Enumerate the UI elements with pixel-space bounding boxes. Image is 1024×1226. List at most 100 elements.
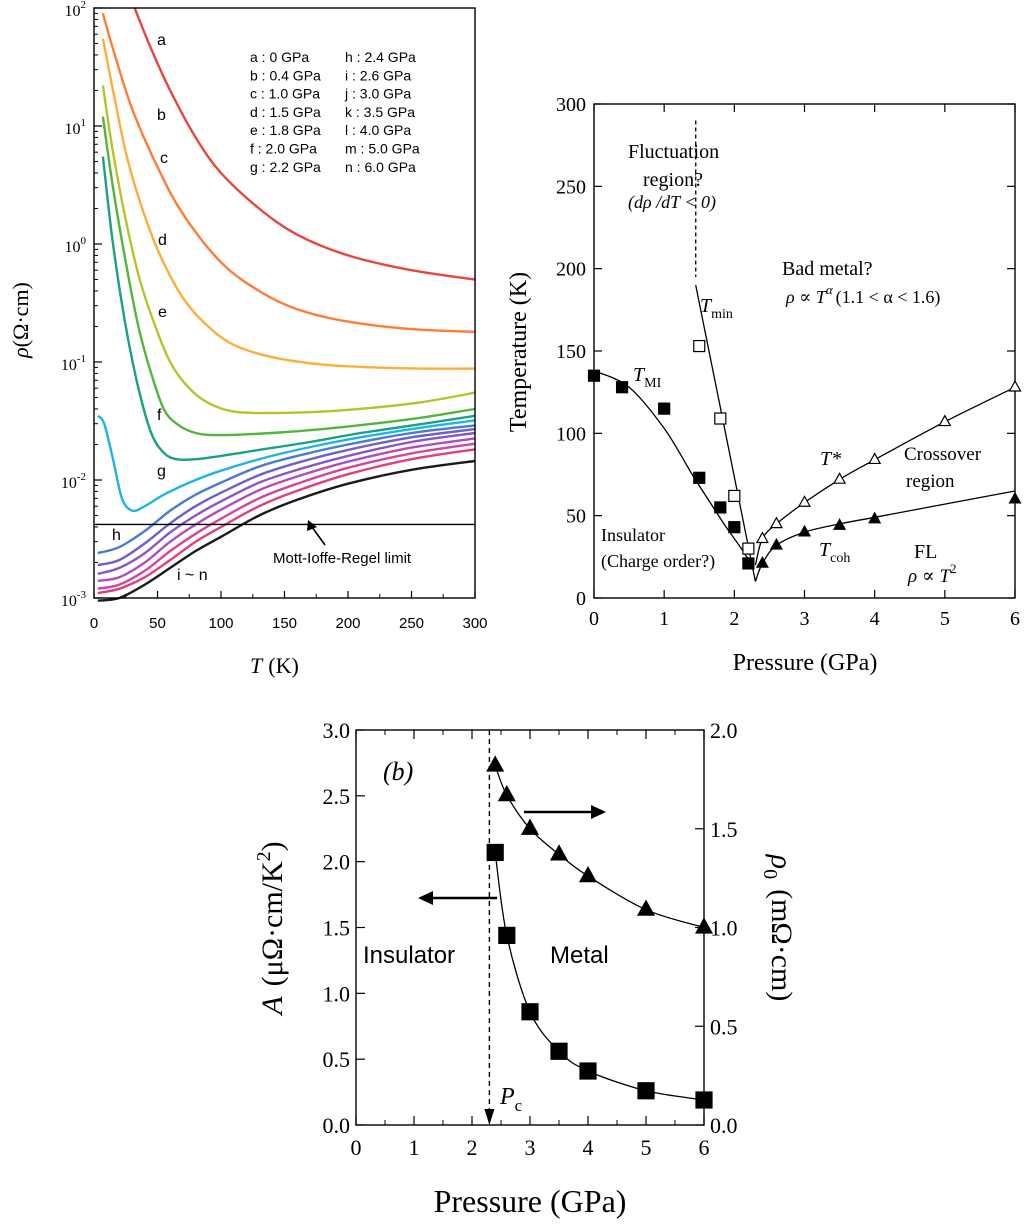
tcoh-var: T [819,539,832,561]
x-tick-label: 2 [467,1135,478,1160]
y-tick-base: 10 [61,475,77,492]
legend-entry: g : 2.2 GPa [250,159,321,175]
marker-rho0 [520,818,540,835]
curve-label: i ~ n [177,567,208,584]
pc-sub: c [515,1096,523,1115]
y-tick-exp: 2 [81,0,87,11]
marker-t* [938,414,952,427]
y-tick-label: 101 [65,117,87,138]
left-y-tick-label: 1.5 [323,916,351,941]
y-tick-label: 10-2 [61,471,86,492]
fl-law-exp: 2 [950,561,957,576]
marker-rho0 [497,785,516,802]
x-tick-label: 4 [583,1135,594,1160]
legend-entry: n : 6.0 GPa [345,159,416,175]
curve-k [97,437,476,582]
y-tick-label: 10-1 [61,353,86,374]
bad-metal-law: ρ ∝ Tα (1.1 < α < 1.6) [785,282,940,308]
fl-law: ρ ∝ T2 [907,561,957,587]
mir-limit-label: Mott-Ioffe-Regel limit [273,550,412,567]
right-y-sub: 0 [759,869,781,879]
legend-entry: e : 1.8 GPa [250,122,321,138]
bad-metal-range: (1.1 < α < 1.6) [836,287,941,308]
marker-tmi [742,557,755,570]
x-axis: 0 50 100 150 200 250 300 [90,591,488,632]
insulator-label-2: (Charge order?) [601,551,715,572]
phase-diagram-chart: 0 1 2 3 4 5 6 0 50 100 150 200 250 300 Fluctuation r… [506,94,1022,676]
resistivity-curves [96,7,476,602]
right-axis-arrow-head [591,805,606,819]
x-tick-label: 5 [641,1135,652,1160]
fluctuation-label-1: Fluctuation [628,141,719,163]
marker-a [637,1082,655,1100]
marker-tmi [587,369,601,382]
marker-rho0 [549,844,569,861]
curve-i [97,427,476,567]
critical-pressure-arrow [484,1109,495,1125]
x-tick-label: 200 [335,615,360,632]
region-metal: Metal [550,942,609,969]
left-y-tick-label: 2.5 [323,784,351,809]
right-y-tick-label: 1.0 [710,916,738,941]
marker-tmin [728,489,741,503]
left-y-tick-label: 0.5 [323,1047,351,1072]
y-tick-exp: -1 [77,353,86,365]
tmi-label: TMI [633,364,662,391]
x-tick-label: 2 [729,608,739,630]
fit-line-a [494,852,705,1101]
tcoh-sub: coh [830,551,850,566]
x-axis-label: T (K) [250,653,299,678]
left-y-tick-label: 2.0 [323,850,351,875]
x-tick-label: 1 [409,1135,420,1160]
right-y-axis: 0.0 0.5 1.0 1.5 2.0 [695,718,738,1138]
marker-tmi [615,381,629,394]
x-tick-label: 6 [1010,608,1020,630]
panel-label: (b) [383,757,413,786]
x-axis-label: Pressure (GPa) [733,650,878,676]
marker-a [579,1062,597,1080]
bad-metal-rho: ρ ∝ T [785,287,828,307]
x-axis-unit: (K) [268,653,299,678]
mir-arrow-head [307,520,317,531]
curve-label: c [160,150,168,167]
y-tick-label: 300 [556,94,586,116]
x-tick-label: 100 [208,615,233,632]
x-tick-label: 5 [940,608,950,630]
x-tick-label: 0 [589,608,599,630]
data-markers [587,339,1022,570]
y-tick-exp: -2 [77,471,86,483]
fl-law-rho: ρ ∝ T [907,566,951,587]
y-tick-label: 0 [576,588,586,610]
marker-tmin [742,542,755,555]
marker-tcoh [868,511,882,524]
marker-tcoh [1008,491,1022,504]
marker-tmin [714,412,727,425]
right-y-tick-label: 0.0 [710,1113,738,1138]
left-y-var: A [256,996,289,1017]
fit-line [754,490,1016,582]
right-y-var: ρ [765,854,798,869]
left-axis-arrow-head [418,891,433,905]
fit-line [593,370,753,566]
curve-label: a [157,32,166,49]
y-axis-label: Temperature (K) [506,272,532,432]
y-tick-exp: 1 [81,117,87,129]
marker-t* [755,531,769,544]
left-y-tick-label: 3.0 [323,718,351,743]
left-y-close: ) [256,841,289,851]
marker-t* [868,452,882,465]
bad-metal-alpha: α [826,282,834,297]
fit-line-rho0 [494,765,705,929]
legend-entry: d : 1.5 GPa [250,104,321,120]
marker-a [695,1091,713,1109]
marker-tcoh [797,524,812,537]
x-tick-label: 6 [699,1135,710,1160]
curve-label: f [157,407,162,424]
curve-label: h [112,527,121,544]
marker-t* [769,516,783,529]
y-tick-label: 102 [65,0,87,20]
marker-rho0 [636,899,656,916]
y-tick-label: 10-3 [61,589,87,610]
fluctuation-label-3: (dρ /dT < 0) [628,192,716,213]
